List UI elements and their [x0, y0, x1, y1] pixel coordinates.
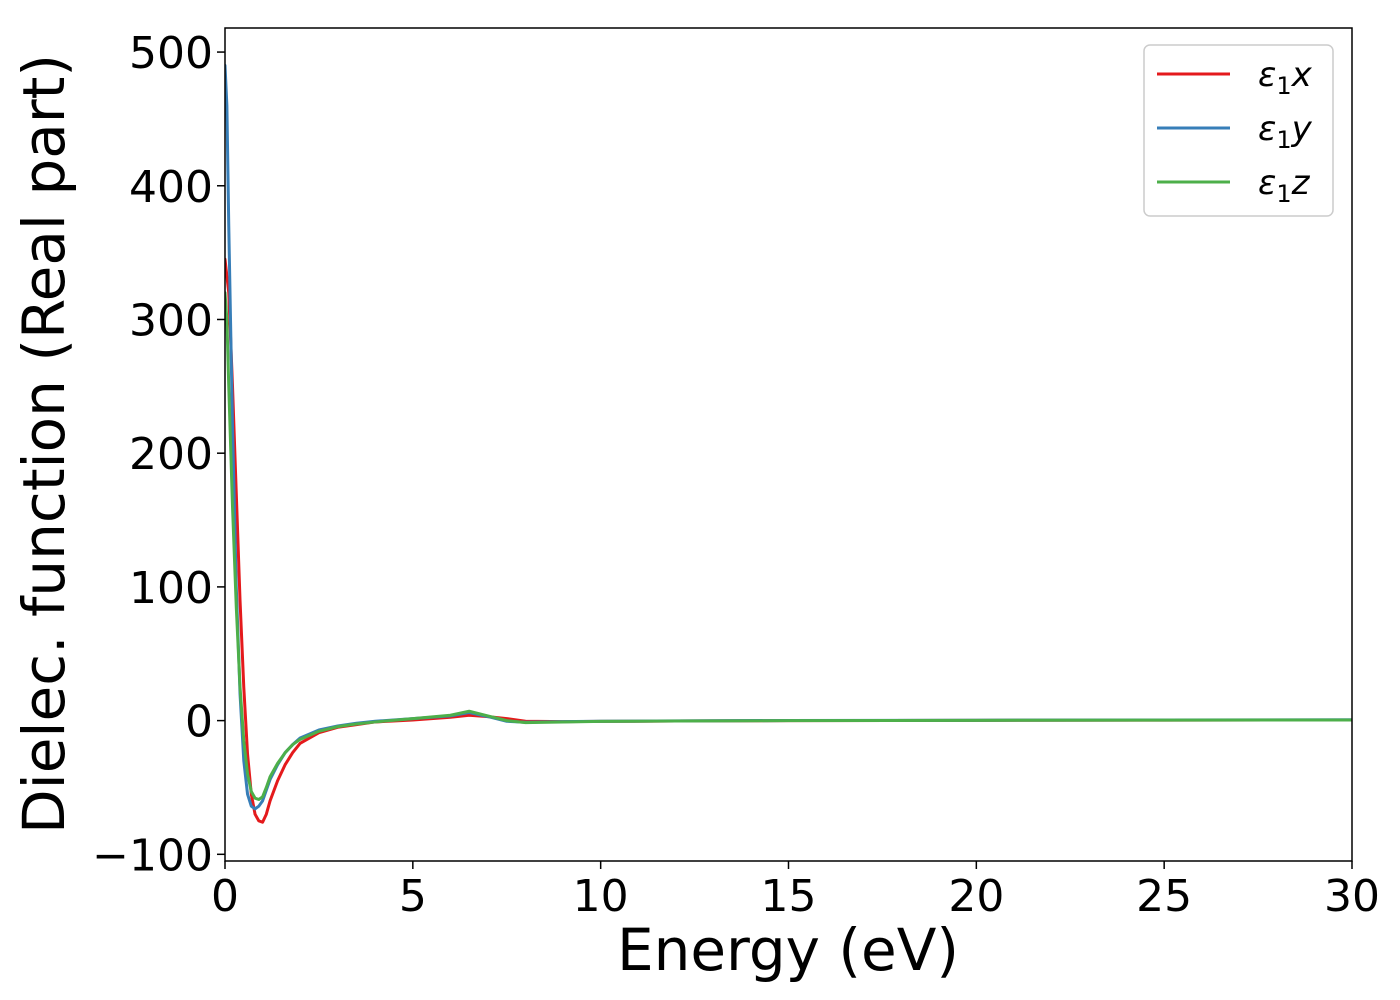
legend-label-component: y [1291, 109, 1313, 149]
series-line-z [225, 291, 1352, 801]
legend-label-component: z [1291, 163, 1311, 203]
y-tick-label: 200 [129, 429, 213, 480]
y-axis-title: Dielec. function (Real part) [10, 54, 78, 834]
y-tick-label: 300 [129, 295, 213, 346]
legend-label-symbol: ε [1258, 163, 1276, 203]
legend-frame [1143, 44, 1334, 217]
legend-label-component: x [1291, 55, 1313, 95]
x-tick-label: 10 [573, 871, 629, 922]
legend-label-subscript: 1 [1276, 180, 1291, 208]
legend-label-subscript: 1 [1276, 72, 1291, 100]
x-tick-label: 15 [761, 871, 817, 922]
y-tick-label: 100 [129, 563, 213, 614]
x-tick-label: 0 [211, 871, 239, 922]
y-tick-label: −100 [92, 830, 213, 881]
legend-label-y: ε1y [1258, 109, 1313, 154]
legend-label-symbol: ε [1258, 109, 1276, 149]
legend-label-subscript: 1 [1276, 126, 1291, 154]
series-layer [225, 63, 1352, 824]
x-tick-label: 25 [1136, 871, 1192, 922]
y-tick-label: 400 [129, 162, 213, 213]
legend-label-z: ε1z [1258, 163, 1311, 208]
legend-label-symbol: ε [1258, 55, 1276, 95]
x-tick-label: 5 [399, 871, 427, 922]
y-tick-label: 500 [129, 28, 213, 79]
y-tick-label: 0 [185, 697, 213, 748]
legend-label-x: ε1x [1258, 55, 1313, 100]
x-tick-label: 30 [1324, 871, 1380, 922]
x-axis-title: Energy (eV) [617, 916, 959, 984]
x-tick-label: 20 [948, 871, 1004, 922]
